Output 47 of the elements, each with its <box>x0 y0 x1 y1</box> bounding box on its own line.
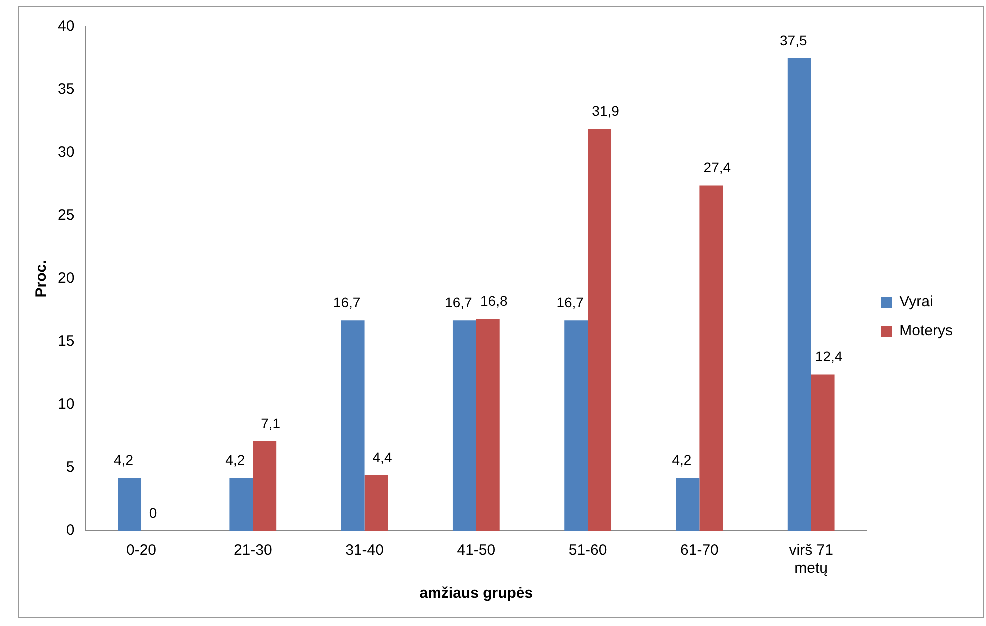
bar <box>230 478 254 531</box>
data-label: 7,1 <box>261 415 281 432</box>
legend-label: Moterys <box>900 322 953 340</box>
x-tick-label: 0-20 <box>126 542 157 560</box>
bar <box>253 442 277 531</box>
bar <box>118 478 142 531</box>
x-tick-label: 41-50 <box>457 542 496 560</box>
bar <box>788 58 812 531</box>
y-tick-label: 40 <box>58 18 75 36</box>
data-label: 37,5 <box>780 32 808 48</box>
y-axis-title: Proc. <box>33 260 50 298</box>
data-label: 4,2 <box>672 452 692 468</box>
data-label: 16,7 <box>333 294 361 310</box>
bar <box>564 320 588 531</box>
y-tick-label: 15 <box>58 333 75 350</box>
bar <box>811 374 835 531</box>
bar <box>364 476 388 531</box>
y-tick-label: 20 <box>58 270 75 288</box>
bar <box>588 129 612 531</box>
x-tick-label: 61-70 <box>680 542 719 560</box>
x-tick-label: 31-40 <box>346 542 384 560</box>
data-label: 4,4 <box>372 449 392 466</box>
data-label: 4,2 <box>226 452 246 468</box>
data-label: 0 <box>149 504 158 521</box>
data-label: 16,7 <box>556 294 584 310</box>
bar <box>341 320 365 531</box>
bar <box>452 320 476 531</box>
data-label: 12,4 <box>815 348 843 365</box>
y-tick-label: 35 <box>58 81 75 98</box>
y-tick-label: 10 <box>58 396 75 414</box>
x-tick-label: virš 71 metų <box>789 542 834 578</box>
y-tick-label: 30 <box>58 144 75 162</box>
data-label: 4,2 <box>114 452 134 468</box>
bar <box>676 478 700 531</box>
data-label: 16,8 <box>480 293 508 310</box>
y-tick-label: 5 <box>66 459 75 476</box>
legend-label: Vyrai <box>900 294 934 311</box>
bar <box>700 186 724 531</box>
data-label: 27,4 <box>704 160 732 176</box>
bar <box>476 319 500 531</box>
data-label: 16,7 <box>445 294 473 310</box>
y-tick-label: 0 <box>66 522 75 540</box>
data-label: 31,9 <box>592 102 620 119</box>
x-tick-label: 21-30 <box>234 542 272 560</box>
x-tick-label: 51-60 <box>568 542 608 560</box>
x-axis-title: amžiaus grupės <box>420 585 534 602</box>
y-tick-label: 25 <box>58 207 75 224</box>
